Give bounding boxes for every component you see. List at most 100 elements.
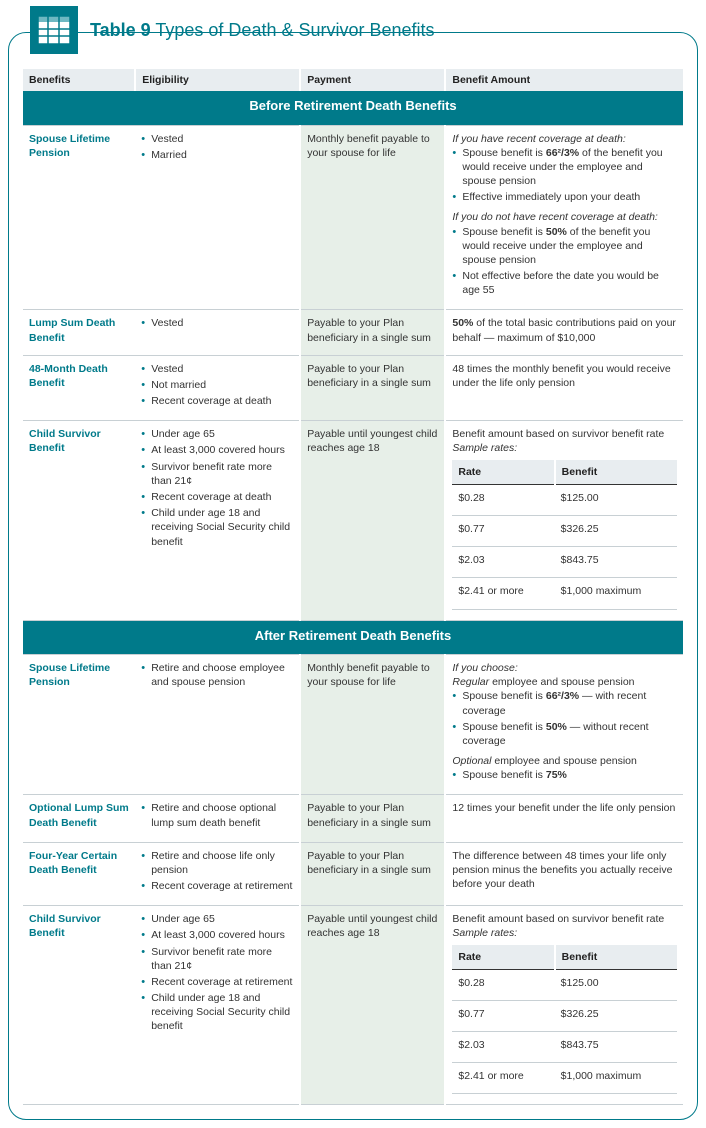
table-row: Lump Sum Death Benefit Vested Payable to…: [23, 310, 683, 355]
benefit-name: Child Survivor Benefit: [23, 421, 135, 620]
amount-cell: Benefit amount based on survivor benefit…: [445, 421, 683, 620]
amount-cell: If you have recent coverage at death: Sp…: [445, 125, 683, 310]
amount-cell: Benefit amount based on survivor benefit…: [445, 906, 683, 1105]
col-eligibility: Eligibility: [135, 69, 300, 91]
list-item: Not married: [141, 378, 293, 392]
opt-label: Optional employee and spouse pension: [452, 754, 677, 768]
payment-cell: Payable until youngest child reaches age…: [300, 906, 445, 1105]
payment-cell: Payable to your Plan beneficiary in a si…: [300, 310, 445, 355]
rate-header: Rate: [452, 945, 554, 970]
benefit-header: Benefit: [555, 945, 677, 970]
benefit-name: Spouse Lifetime Pension: [23, 125, 135, 310]
benefit-name: Four-Year Certain Death Benefit: [23, 842, 135, 906]
payment-cell: Monthly benefit payable to your spouse f…: [300, 655, 445, 795]
list-item: Vested: [141, 362, 293, 376]
list-item: Retire and choose life only pension: [141, 849, 293, 877]
eligibility-cell: Vested Married: [135, 125, 300, 310]
amount-cell: 48 times the monthly benefit you would r…: [445, 355, 683, 421]
list-item: Survivor benefit rate more than 21¢: [141, 460, 293, 488]
list-item: Effective immediately upon your death: [452, 190, 677, 204]
list-item: At least 3,000 covered hours: [141, 928, 293, 942]
benefit-cell: $843.75: [555, 547, 677, 578]
eligibility-cell: Retire and choose optional lump sum deat…: [135, 795, 300, 842]
section-after-label: After Retirement Death Benefits: [23, 620, 683, 655]
list-item: At least 3,000 covered hours: [141, 443, 293, 457]
benefit-name: Child Survivor Benefit: [23, 906, 135, 1105]
rate-cell: $2.03: [452, 547, 554, 578]
list-item: Child under age 18 and receiving Social …: [141, 506, 293, 549]
rate-cell: $2.41 or more: [452, 578, 554, 609]
list-item: Spouse benefit is 50% of the benefit you…: [452, 225, 677, 268]
rate-cell: $2.41 or more: [452, 1063, 554, 1094]
benefit-cell: $125.00: [555, 484, 677, 515]
benefit-header: Benefit: [555, 460, 677, 485]
table-row: Child Survivor Benefit Under age 65 At l…: [23, 906, 683, 1105]
reg-label: Regular employee and spouse pension: [452, 676, 634, 688]
benefit-cell: $326.25: [555, 1000, 677, 1031]
list-item: Spouse benefit is 75%: [452, 768, 677, 782]
list-item: Not effective before the date you would …: [452, 269, 677, 297]
list-item: Spouse benefit is 50% — without recent c…: [452, 720, 677, 748]
col-amount: Benefit Amount: [445, 69, 683, 91]
col-payment: Payment: [300, 69, 445, 91]
sample-label: Sample rates:: [452, 442, 517, 454]
list-item: Under age 65: [141, 427, 293, 441]
list-item: Recent coverage at retirement: [141, 879, 293, 893]
rate-cell: $0.77: [452, 1000, 554, 1031]
list-item: Retire and choose employee and spouse pe…: [141, 661, 293, 689]
table-row: Spouse Lifetime Pension Vested Married M…: [23, 125, 683, 310]
amount-intro: If you choose:: [452, 662, 517, 674]
list-item: Spouse benefit is 66²/3% — with recent c…: [452, 689, 677, 717]
eligibility-cell: Retire and choose life only pension Rece…: [135, 842, 300, 906]
list-item: Vested: [141, 316, 293, 330]
col-benefits: Benefits: [23, 69, 135, 91]
table-row: Optional Lump Sum Death Benefit Retire a…: [23, 795, 683, 842]
payment-cell: Payable to your Plan beneficiary in a si…: [300, 355, 445, 421]
list-item: Survivor benefit rate more than 21¢: [141, 945, 293, 973]
list-item: Married: [141, 148, 293, 162]
list-item: Recent coverage at death: [141, 490, 293, 504]
list-item: Spouse benefit is 66²/3% of the benefit …: [452, 146, 677, 189]
section-after: After Retirement Death Benefits: [23, 620, 683, 655]
amount-cell: The difference between 48 times your lif…: [445, 842, 683, 906]
list-item: Recent coverage at death: [141, 394, 293, 408]
table-row: Four-Year Certain Death Benefit Retire a…: [23, 842, 683, 906]
benefit-name: 48-Month Death Benefit: [23, 355, 135, 421]
benefit-cell: $326.25: [555, 515, 677, 546]
list-item: Child under age 18 and receiving Social …: [141, 991, 293, 1034]
rate-cell: $0.28: [452, 969, 554, 1000]
amount-cell: If you choose: Regular employee and spou…: [445, 655, 683, 795]
eligibility-cell: Under age 65 At least 3,000 covered hour…: [135, 421, 300, 620]
eligibility-cell: Vested: [135, 310, 300, 355]
rate-cell: $0.77: [452, 515, 554, 546]
benefit-name: Lump Sum Death Benefit: [23, 310, 135, 355]
eligibility-cell: Under age 65 At least 3,000 covered hour…: [135, 906, 300, 1105]
table-icon: [30, 6, 78, 54]
list-item: Under age 65: [141, 912, 293, 926]
rate-cell: $2.03: [452, 1032, 554, 1063]
payment-cell: Monthly benefit payable to your spouse f…: [300, 125, 445, 310]
payment-cell: Payable to your Plan beneficiary in a si…: [300, 842, 445, 906]
amount-intro: If you do not have recent coverage at de…: [452, 210, 677, 224]
eligibility-cell: Retire and choose employee and spouse pe…: [135, 655, 300, 795]
benefit-cell: $1,000 maximum: [555, 1063, 677, 1094]
benefit-cell: $843.75: [555, 1032, 677, 1063]
list-item: Retire and choose optional lump sum deat…: [141, 801, 293, 829]
content-frame: Benefits Eligibility Payment Benefit Amo…: [8, 32, 698, 1120]
payment-cell: Payable to your Plan beneficiary in a si…: [300, 795, 445, 842]
section-before-label: Before Retirement Death Benefits: [23, 91, 683, 125]
amount-cell: 12 times your benefit under the life onl…: [445, 795, 683, 842]
benefits-table: Benefits Eligibility Payment Benefit Amo…: [23, 69, 683, 1105]
list-item: Vested: [141, 132, 293, 146]
list-item: Recent coverage at retirement: [141, 975, 293, 989]
rate-cell: $0.28: [452, 484, 554, 515]
rate-table: RateBenefit $0.28$125.00 $0.77$326.25 $2…: [452, 945, 677, 1095]
rate-table: RateBenefit $0.28$125.00 $0.77$326.25 $2…: [452, 460, 677, 610]
sample-label: Sample rates:: [452, 927, 517, 939]
header-row: Benefits Eligibility Payment Benefit Amo…: [23, 69, 683, 91]
eligibility-cell: Vested Not married Recent coverage at de…: [135, 355, 300, 421]
amount-intro: Benefit amount based on survivor benefit…: [452, 913, 664, 925]
benefit-cell: $1,000 maximum: [555, 578, 677, 609]
amount-cell: 50% of the total basic contributions pai…: [445, 310, 683, 355]
table-row: 48-Month Death Benefit Vested Not marrie…: [23, 355, 683, 421]
